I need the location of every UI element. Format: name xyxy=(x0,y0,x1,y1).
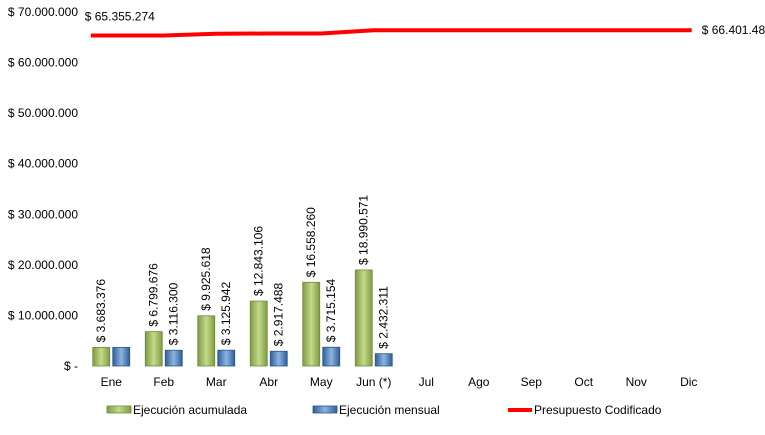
x-tick-label: Oct xyxy=(574,375,593,389)
bar-data-label: $ 9.925.618 xyxy=(199,247,213,311)
bar xyxy=(164,349,183,367)
bar-data-label: $ 12.843.106 xyxy=(252,226,266,296)
bar-data-label: $ 2.917.488 xyxy=(272,283,286,347)
bar xyxy=(354,269,373,367)
x-tick-label: Jun (*) xyxy=(356,375,391,389)
x-tick-label: May xyxy=(310,375,333,389)
bar-data-label: $ 18.990.571 xyxy=(357,195,371,265)
bar xyxy=(144,331,163,367)
y-tick-label: $ 50.000.000 xyxy=(8,106,78,120)
bar xyxy=(197,315,216,367)
legend-label: Ejecución mensual xyxy=(339,403,440,417)
bar-data-label: $ 3.715.154 xyxy=(324,278,338,342)
y-tick-label: $ 20.000.000 xyxy=(8,258,78,272)
bar xyxy=(374,353,393,367)
y-tick-label: $ 60.000.000 xyxy=(8,56,78,70)
x-tick-label: Dic xyxy=(680,375,697,389)
x-tick-label: Nov xyxy=(626,375,647,389)
legend-swatch xyxy=(106,405,132,414)
x-tick-label: Mar xyxy=(206,375,227,389)
bar-data-label: $ 16.558.260 xyxy=(304,207,318,277)
bars xyxy=(92,269,393,367)
budget-line xyxy=(90,28,692,38)
y-tick-label: $ 10.000.000 xyxy=(8,308,78,322)
bar-data-label: $ 3.683.376 xyxy=(94,279,108,343)
x-tick-label: Abr xyxy=(259,375,278,389)
line-end-label: $ 66.401.487 xyxy=(702,23,765,37)
bar xyxy=(217,349,236,367)
x-tick-label: Ago xyxy=(468,375,490,389)
y-axis: $ - $ 10.000.000 $ 20.000.000 $ 30.000.000 $… xyxy=(8,5,78,373)
legend: Ejecución acumulada Ejecución mensual Pres… xyxy=(106,403,662,417)
x-tick-label: Jul xyxy=(419,375,434,389)
bar-data-label: $ 2.432.311 xyxy=(377,286,391,349)
bar-data-label: $ 3.125.942 xyxy=(219,281,233,345)
legend-label: Presupuesto Codificado xyxy=(534,403,662,417)
bar xyxy=(269,350,288,367)
x-tick-label: Feb xyxy=(153,375,174,389)
y-tick-label: $ 40.000.000 xyxy=(8,157,78,171)
bar xyxy=(112,346,131,367)
y-tick-label: $ 30.000.000 xyxy=(8,207,78,221)
line-start-label: $ 65.355.274 xyxy=(85,9,155,23)
bar xyxy=(322,346,341,367)
budget-line-path xyxy=(90,28,692,38)
x-axis: Ene Feb Mar Abr May Jun (*) Jul Ago Sep Oct Nov Dic xyxy=(101,375,698,389)
bar xyxy=(92,346,111,367)
y-tick-label: $ - xyxy=(64,359,78,373)
bar-data-label: $ 6.799.676 xyxy=(147,263,161,327)
y-tick-label: $ 70.000.000 xyxy=(8,5,78,19)
bar-data-label: $ 3.116.300 xyxy=(167,282,181,345)
x-tick-label: Sep xyxy=(521,375,543,389)
legend-label: Ejecución acumulada xyxy=(133,403,247,417)
legend-swatch xyxy=(312,405,338,414)
data-labels: $ 3.683.376 $ 6.799.676 $ 9.925.618 $ 12.84… xyxy=(85,9,765,348)
bar xyxy=(302,281,321,367)
x-tick-label: Ene xyxy=(101,375,123,389)
bar xyxy=(249,300,268,367)
